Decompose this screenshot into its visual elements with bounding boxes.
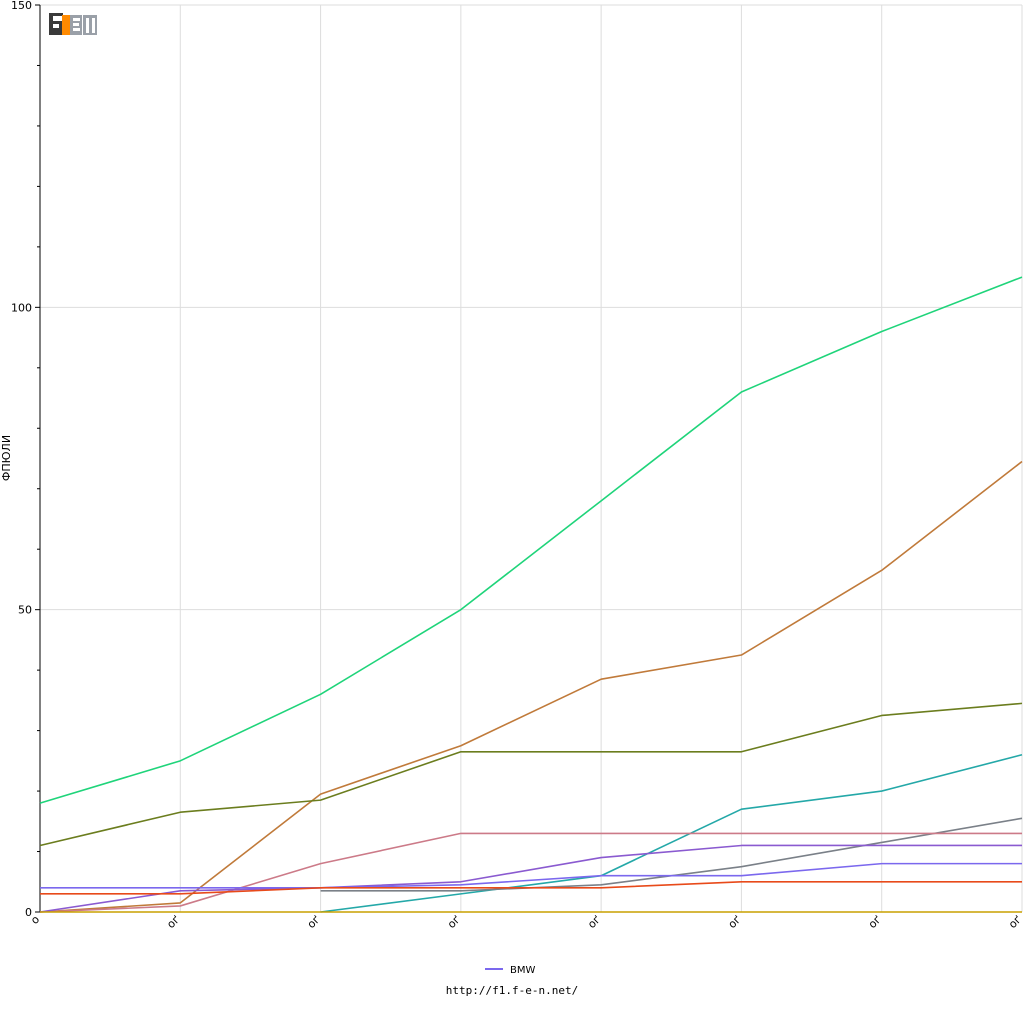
y-tick-label: 100 (11, 301, 32, 314)
y-axis-label: ФПЮЛИ (0, 435, 13, 481)
series-line-3 (320, 754, 1023, 913)
series-line-0 (39, 276, 1023, 804)
series-line-1 (39, 460, 1023, 913)
y-tick-label: 0 (25, 906, 32, 919)
series-line-2 (39, 702, 1023, 847)
series-line-bmw (40, 862, 1022, 889)
source-url: http://f1.f-e-n.net/ (446, 984, 578, 997)
logo-icon (48, 12, 98, 36)
legend: BMW (485, 965, 535, 976)
y-tick-labels: 0 50 100 150 (11, 0, 32, 919)
series-line-8 (40, 880, 1022, 895)
series-line-5 (39, 832, 1022, 913)
f1en-logo (48, 12, 98, 36)
legend-label-bmw: BMW (510, 965, 535, 976)
grid-lines (40, 4, 1023, 912)
series-line-6 (39, 844, 1022, 913)
y-tick-label: 150 (11, 0, 32, 12)
series-lines (39, 276, 1023, 913)
y-tick-label: 50 (18, 604, 32, 617)
